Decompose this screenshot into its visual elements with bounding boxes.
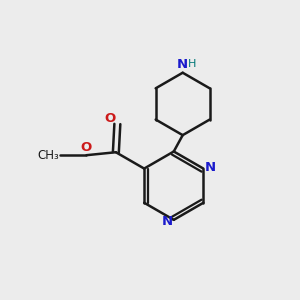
Text: CH₃: CH₃ [37,149,59,162]
Text: O: O [104,112,116,125]
Text: N: N [162,215,173,228]
Text: N: N [204,160,215,174]
Text: N: N [177,58,188,71]
Text: H: H [188,59,196,69]
Text: O: O [81,141,92,154]
